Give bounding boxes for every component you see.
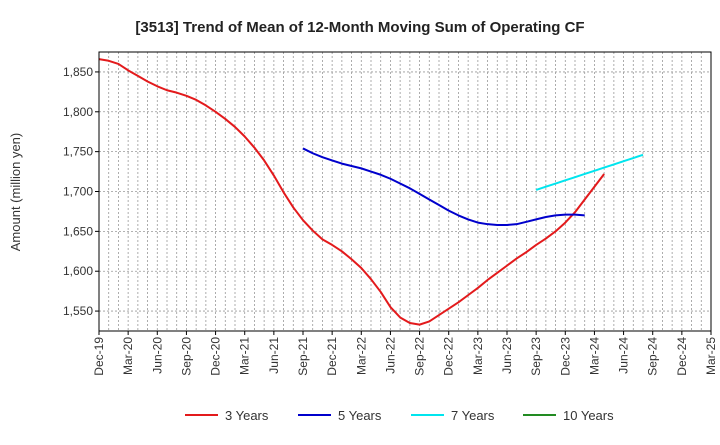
legend: 3 Years 5 Years 7 Years 10 Years [185, 408, 614, 423]
legend-label: 5 Years [338, 408, 382, 423]
x-tick-label: Dec-19 [92, 337, 106, 376]
x-tick-label: Jun-21 [267, 337, 281, 374]
y-tick-label: 1,550 [63, 304, 93, 318]
chart-title: [3513] Trend of Mean of 12-Month Moving … [135, 19, 584, 36]
x-tick-label: Sep-21 [296, 337, 310, 376]
grid-layer [99, 52, 711, 331]
series-line-3-years [98, 58, 605, 326]
x-tick-label: Sep-22 [413, 337, 427, 376]
x-tick-label: Mar-25 [704, 337, 718, 375]
x-tick-label: Mar-20 [121, 337, 135, 375]
legend-label: 7 Years [451, 408, 495, 423]
x-tick-label: Sep-24 [646, 337, 660, 376]
x-tick-label: Mar-24 [587, 337, 601, 375]
x-tick-label: Dec-21 [325, 337, 339, 376]
x-tick-label: Dec-20 [209, 337, 223, 376]
x-tick-label: Jun-22 [383, 337, 397, 374]
legend-label: 3 Years [225, 408, 269, 423]
y-axis-label: Amount (million yen) [8, 133, 23, 252]
x-tick-label: Sep-20 [179, 337, 193, 376]
x-tick-label: Mar-23 [471, 337, 485, 375]
x-tick-label: Dec-23 [558, 337, 572, 376]
y-tick-label: 1,800 [63, 105, 93, 119]
y-tick-label: 1,650 [63, 224, 93, 238]
y-tick-label: 1,700 [63, 185, 93, 199]
x-tick-label: Dec-22 [442, 337, 456, 376]
x-tick-label: Dec-24 [675, 337, 689, 376]
x-tick-label: Jun-23 [500, 337, 514, 374]
axis-layer: 1,550 1,600 1,650 1,700 1,750 1,800 1,850 Dec-1… [63, 65, 718, 376]
series-line-7-years [535, 153, 644, 191]
y-tick-label: 1,750 [63, 145, 93, 159]
series-line-5-years [302, 147, 585, 226]
legend-label: 10 Years [563, 408, 614, 423]
x-tick-label: Mar-21 [238, 337, 252, 375]
x-tick-label: Sep-23 [529, 337, 543, 376]
x-tick-label: Mar-22 [354, 337, 368, 375]
series-layer [98, 58, 644, 326]
y-tick-label: 1,600 [63, 264, 93, 278]
x-tick-label: Jun-24 [617, 337, 631, 374]
y-tick-label: 1,850 [63, 65, 93, 79]
x-tick-label: Jun-20 [150, 337, 164, 374]
